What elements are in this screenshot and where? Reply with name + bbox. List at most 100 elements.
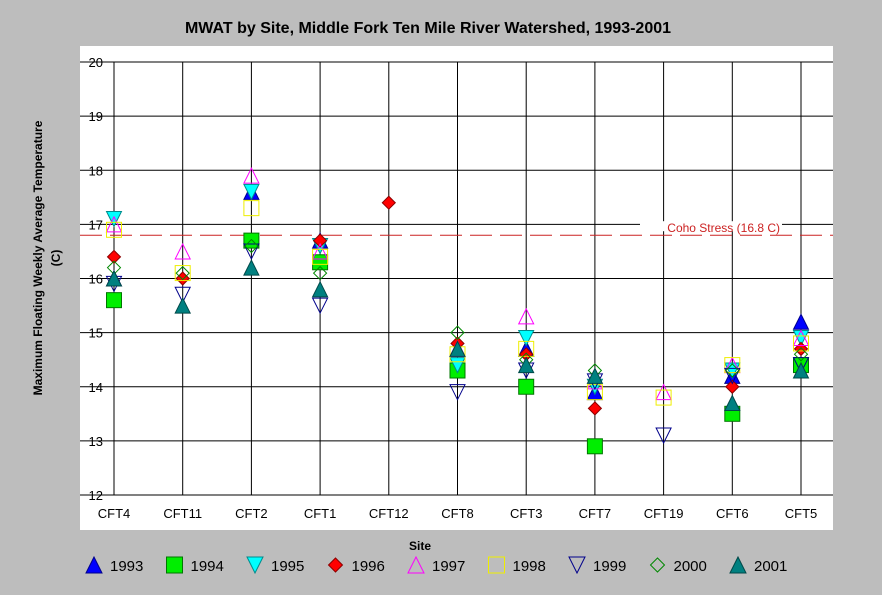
x-tick-label: CFT1 bbox=[304, 506, 337, 521]
data-point-1995 bbox=[517, 330, 535, 347]
data-point-1997 bbox=[105, 215, 123, 233]
data-point-1995 bbox=[105, 210, 123, 228]
data-point-1999 bbox=[449, 384, 466, 401]
data-point-1998 bbox=[724, 357, 741, 374]
data-point-1997 bbox=[311, 242, 329, 260]
legend-marker-2001 bbox=[729, 555, 747, 574]
data-point-1994 bbox=[586, 438, 603, 455]
y-tick-label: 16 bbox=[89, 272, 103, 287]
data-point-1996 bbox=[725, 379, 740, 394]
data-point-2001 bbox=[105, 269, 123, 287]
data-point-1998 bbox=[174, 265, 191, 282]
y-tick-label: 14 bbox=[89, 380, 103, 395]
data-point-2000 bbox=[175, 265, 190, 281]
data-point-2000 bbox=[244, 238, 259, 254]
data-point-2001 bbox=[243, 259, 260, 276]
data-point-1994 bbox=[106, 292, 122, 309]
legend-label: 2000 bbox=[674, 558, 707, 575]
chart-title: MWAT by Site, Middle Fork Ten Mile River… bbox=[185, 20, 671, 37]
legend-marker-2000 bbox=[649, 557, 666, 573]
legend-marker-1993 bbox=[85, 555, 103, 574]
plot-area bbox=[80, 46, 833, 530]
data-point-2000 bbox=[725, 363, 740, 378]
legend-label: 1998 bbox=[513, 558, 546, 575]
x-tick-labels: CFT4 CFT11 CFT2 CFT1 CFT12 CFT8 CFT3 CFT7 CFT19 C… bbox=[98, 506, 818, 521]
data-point-1998 bbox=[312, 248, 329, 265]
data-point-1996 bbox=[587, 401, 603, 416]
data-point-2001 bbox=[517, 356, 535, 374]
data-point-1999 bbox=[174, 286, 192, 304]
data-point-1998 bbox=[106, 221, 122, 238]
data-point-1997 bbox=[655, 383, 672, 401]
data-point-2001 bbox=[723, 394, 741, 411]
y-tick-label: 13 bbox=[89, 434, 103, 449]
legend-label: 1993 bbox=[110, 558, 143, 575]
data-point-1996 bbox=[106, 249, 122, 265]
data-point-1994 bbox=[243, 232, 260, 249]
data-point-1996 bbox=[175, 271, 190, 286]
data-point-1993 bbox=[792, 313, 810, 330]
data-point-1997 bbox=[174, 242, 192, 260]
data-point-2001 bbox=[586, 367, 604, 384]
data-point-2001 bbox=[311, 280, 329, 298]
y-tick-label: 17 bbox=[89, 217, 103, 232]
data-point-1998 bbox=[243, 200, 260, 217]
legend-label: 1997 bbox=[432, 558, 465, 575]
x-tick-label: CFT8 bbox=[441, 506, 474, 521]
data-point-1999 bbox=[243, 243, 260, 261]
data-points bbox=[105, 167, 810, 455]
data-point-1995 bbox=[723, 362, 741, 380]
legend-marker-1998 bbox=[488, 556, 505, 574]
legend-label: 1999 bbox=[593, 558, 626, 575]
data-point-1994 bbox=[312, 254, 329, 271]
y-axis-label: Maximum Floating Weekly Average Temperat… bbox=[31, 120, 45, 395]
data-point-1995 bbox=[243, 183, 260, 201]
data-point-1997 bbox=[792, 329, 810, 347]
data-point-1998 bbox=[655, 389, 672, 406]
data-point-1997 bbox=[243, 167, 260, 184]
legend-marker-1996 bbox=[327, 557, 344, 573]
data-point-1994 bbox=[518, 378, 535, 395]
data-point-1996 bbox=[381, 195, 397, 210]
legend-marker-1999 bbox=[568, 556, 586, 575]
data-point-1997 bbox=[517, 307, 535, 325]
y-tick-label: 19 bbox=[89, 109, 103, 124]
y-tick-label: 12 bbox=[89, 488, 103, 503]
data-point-1999 bbox=[655, 427, 672, 445]
reference-line-label: Coho Stress (16.8 C) bbox=[667, 221, 780, 235]
data-point-1998 bbox=[518, 340, 535, 357]
data-point-2000 bbox=[793, 347, 809, 362]
x-axis-label: Site bbox=[409, 539, 431, 553]
legend-marker-1994 bbox=[166, 556, 183, 574]
reference-label-background bbox=[640, 221, 782, 232]
x-tick-label: CFT4 bbox=[98, 506, 131, 521]
y-tick-label: 20 bbox=[89, 55, 103, 70]
legend-label: 1995 bbox=[271, 558, 304, 575]
legend-label: 1994 bbox=[191, 558, 224, 575]
data-point-1998 bbox=[793, 335, 809, 352]
data-point-2000 bbox=[450, 325, 465, 340]
x-tick-label: CFT2 bbox=[235, 506, 268, 521]
y-tick-label: 18 bbox=[89, 163, 103, 178]
x-tick-label: CFT11 bbox=[163, 506, 202, 521]
y-tick-labels: 12 13 14 15 16 17 18 19 20 bbox=[89, 55, 103, 503]
x-tick-label: CFT5 bbox=[785, 506, 818, 521]
x-tick-label: CFT6 bbox=[716, 506, 749, 521]
data-point-1996 bbox=[312, 233, 328, 248]
data-point-1998 bbox=[586, 384, 603, 401]
legend-marker-1995 bbox=[246, 556, 264, 575]
data-point-2001 bbox=[792, 361, 810, 379]
legend-label: 1996 bbox=[352, 558, 385, 575]
data-point-1999 bbox=[792, 357, 810, 374]
y-tick-label: 15 bbox=[89, 326, 103, 341]
x-tick-label: CFT19 bbox=[644, 506, 684, 521]
data-point-1999 bbox=[723, 367, 741, 385]
data-point-1999 bbox=[311, 297, 329, 315]
data-point-2001 bbox=[174, 296, 192, 314]
data-point-2000 bbox=[312, 265, 328, 281]
x-tick-label: CFT12 bbox=[369, 506, 409, 521]
y-axis-unit: (C) bbox=[49, 250, 63, 267]
legend-marker-1997 bbox=[407, 555, 425, 574]
legend: 1993 1994 1995 1996 1997 1998 1999 2000 2001 bbox=[85, 555, 787, 575]
